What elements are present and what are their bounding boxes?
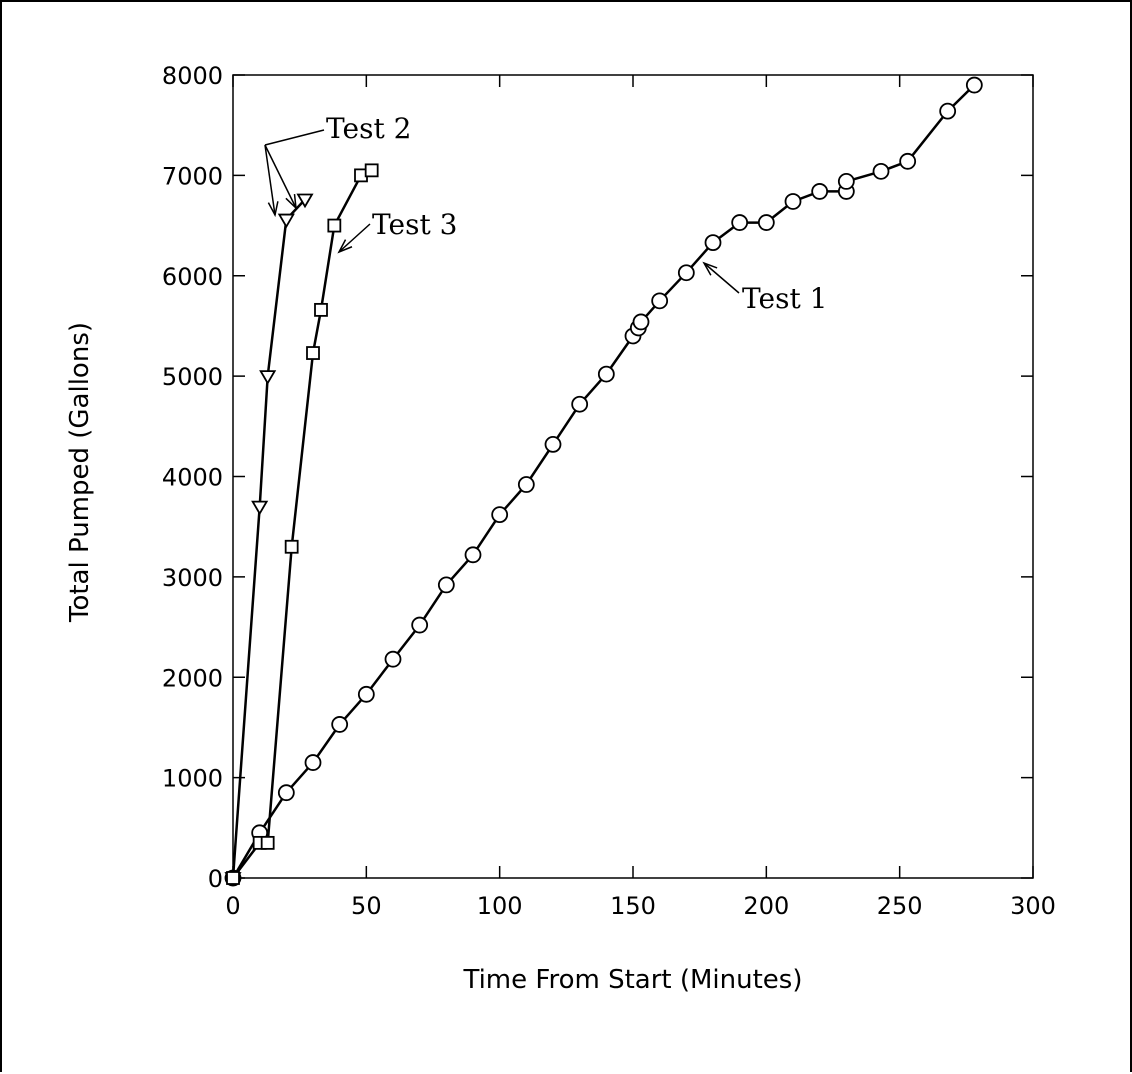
y-axis-title: Total Pumped (Gallons) <box>65 322 95 623</box>
series-line-3 <box>232 169 373 879</box>
tick-marks <box>232 74 1034 879</box>
data-point <box>364 163 379 178</box>
annotations: Test 2 Test 3 Test 1 <box>264 112 827 315</box>
plot-area-border <box>232 74 1034 879</box>
y-tick-label: 3000 <box>162 564 223 592</box>
data-point <box>357 685 375 703</box>
tick-labels: 0 50 100 150 200 250 3000100020003000400050006… <box>162 62 1056 920</box>
annotation-test-3: Test 3 <box>337 208 457 254</box>
x-tick-label: 50 <box>351 892 382 920</box>
data-point <box>491 506 509 524</box>
series-3 <box>226 163 379 885</box>
x-tick-label: 200 <box>743 892 789 920</box>
data-point <box>260 835 275 850</box>
data-point <box>677 264 695 282</box>
y-tick-label: 8000 <box>162 62 223 90</box>
data-point <box>327 218 342 233</box>
arrow-head <box>702 261 718 276</box>
arrow-head <box>285 194 297 210</box>
data-point <box>651 292 669 310</box>
y-tick-label: 4000 <box>162 464 223 492</box>
label-test-2: Test 2 <box>326 112 411 145</box>
label-test-3: Test 3 <box>372 208 457 241</box>
data-point <box>411 616 429 634</box>
data-point <box>597 365 615 383</box>
data-point <box>965 76 983 94</box>
leader-line <box>264 144 297 209</box>
data-point <box>571 395 589 413</box>
leader-line <box>264 129 325 146</box>
data-point <box>464 546 482 564</box>
data-point <box>784 193 802 210</box>
x-axis-title: Time From Start (Minutes) <box>463 965 803 995</box>
data-point <box>437 576 455 594</box>
x-tick-label: 250 <box>877 892 923 920</box>
data-point <box>384 650 402 668</box>
y-tick-label: 6000 <box>162 263 223 291</box>
data-point <box>284 539 299 554</box>
x-tick-label: 0 <box>225 892 240 920</box>
data-point <box>314 302 328 317</box>
x-tick-label: 100 <box>477 892 523 920</box>
data-point <box>899 152 917 170</box>
series-line-1 <box>231 84 976 879</box>
leader-line <box>703 262 740 294</box>
y-tick-label: 0 <box>208 865 223 893</box>
leader-line <box>338 223 371 253</box>
data-point <box>939 102 957 120</box>
data-point <box>331 716 349 733</box>
data-point <box>704 234 722 252</box>
x-tick-label: 150 <box>610 892 656 920</box>
annotation-test-2: Test 2 <box>264 112 411 218</box>
y-tick-label: 2000 <box>162 664 223 692</box>
data-point <box>226 871 240 885</box>
data-point <box>306 346 320 360</box>
data-point <box>632 313 650 331</box>
data-point <box>296 193 314 209</box>
x-tick-label: 300 <box>1010 892 1056 920</box>
data-point <box>277 784 295 802</box>
leader-line <box>264 144 276 216</box>
series-1 <box>224 76 983 887</box>
y-tick-label: 1000 <box>162 765 223 793</box>
data-point <box>811 183 829 200</box>
series-layer <box>224 76 983 887</box>
data-point <box>544 435 562 453</box>
axes: 0 50 100 150 200 250 3000100020003000400050006… <box>162 62 1056 920</box>
data-point <box>517 476 535 493</box>
series-line-2 <box>231 198 306 879</box>
annotation-test-1: Test 1 <box>702 261 827 315</box>
data-point <box>277 213 295 229</box>
label-test-1: Test 1 <box>742 282 827 315</box>
arrow-head <box>267 201 279 218</box>
data-point <box>251 500 269 516</box>
data-point <box>757 214 775 231</box>
arrow-head <box>337 239 353 254</box>
data-point <box>731 214 749 231</box>
y-tick-label: 5000 <box>162 363 223 391</box>
data-point <box>872 162 890 180</box>
y-tick-label: 7000 <box>162 162 223 190</box>
data-point <box>259 370 277 385</box>
data-point <box>837 172 855 190</box>
data-point <box>304 754 322 771</box>
series-2 <box>224 193 314 887</box>
